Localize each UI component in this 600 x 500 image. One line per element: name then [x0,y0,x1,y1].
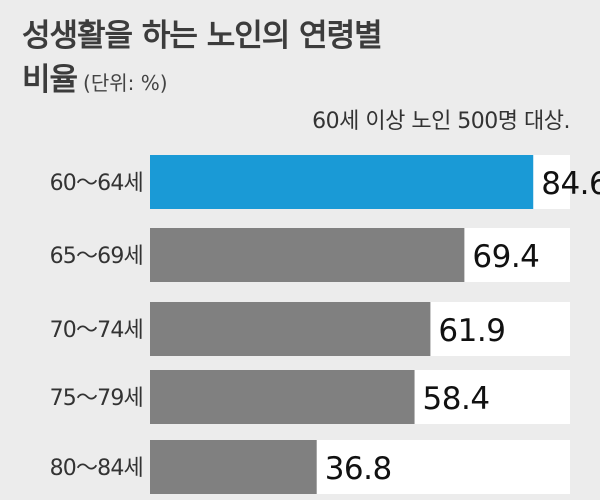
data-label: 69.4 [472,239,539,275]
bar [150,302,431,356]
category-label: 65～69세 [50,244,143,269]
category-label: 75～79세 [50,386,143,411]
chart-title-line2-wrap: 비율 (단위: %) [22,58,382,105]
category-label: 80～84세 [50,456,143,481]
data-label: 36.8 [325,451,392,487]
category-label: 70～74세 [50,318,143,343]
chart-title-line2: 비율 [22,62,78,98]
chart-title-line1: 성생활을 하는 노인의 연령별 [22,18,383,54]
chart-subtitle: 60세 이상 노인 500명 대상. [312,109,570,134]
bar [150,155,534,209]
data-label: 58.4 [423,381,490,417]
bar [150,370,415,424]
chart-title: 성생활을 하는 노인의 연령별 비율 (단위: %) [22,14,383,105]
data-label: 84.6 [541,166,600,202]
bar [150,440,317,494]
category-label: 60～64세 [50,171,143,196]
unit-note: (단위: %) [83,71,168,95]
bar [150,228,465,282]
data-label: 61.9 [438,313,505,349]
